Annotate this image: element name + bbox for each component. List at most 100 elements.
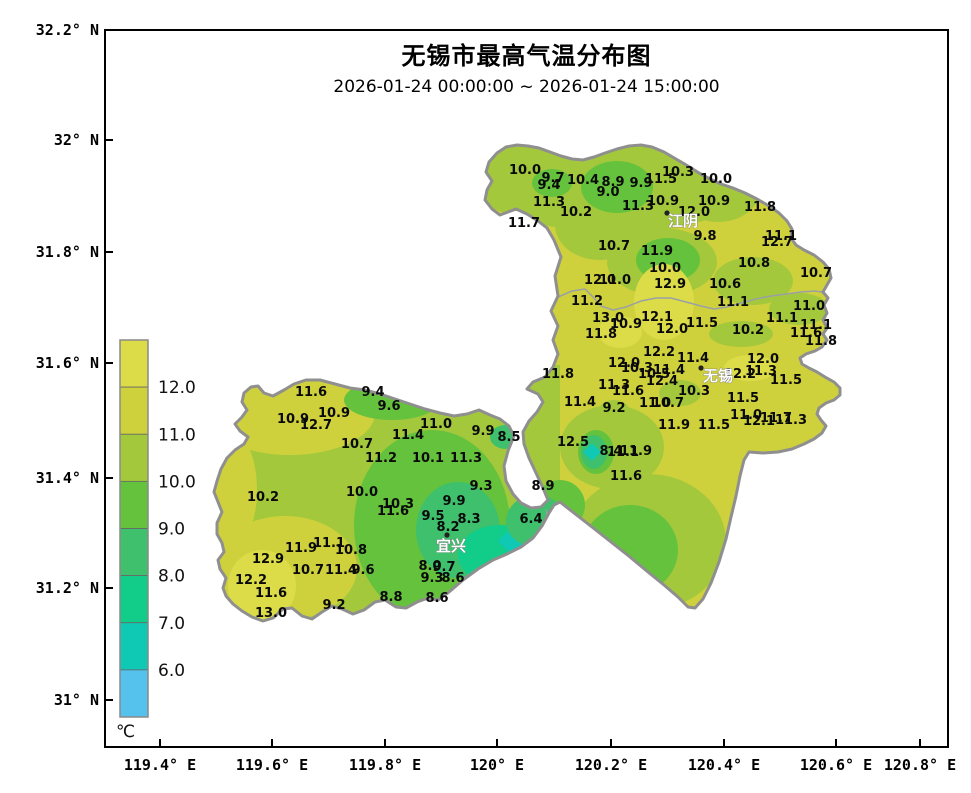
legend-color-segment [119,575,149,624]
station-temp-label: 8.6 [425,591,448,606]
y-tick-label: 32° N [54,131,99,149]
station-temp-label: 11.6 [255,586,287,601]
station-temp-label: 9.6 [351,563,374,578]
station-temp-label: 8.9 [601,175,624,190]
station-temp-label: 11.2 [571,294,603,309]
station-temp-label: 13.0 [255,606,287,621]
y-tick-label: 31.6° N [36,354,99,372]
station-temp-label: 11.8 [744,200,776,215]
station-temp-label: 9.2 [602,401,625,416]
station-temp-label: 11.3 [598,378,630,393]
station-temperature-labels: 10.09.79.4 10.4 8.99.09.911.510.3 10.011.31… [235,163,837,621]
station-temp-label: 11.4 [564,395,596,410]
river-line [557,288,829,311]
legend-color-segment [119,480,149,529]
station-temp-label: 13.0 [592,311,624,326]
legend-unit-label: ℃ [116,722,135,742]
station-temp-label: 8.0 [418,559,441,574]
station-temp-label: 11.9 [641,244,673,259]
legend-color-segment [119,622,149,671]
station-temp-label: 12.4 [646,374,678,389]
station-temp-label: 10.2 [560,205,592,220]
x-tick-label: 119.6° E [236,756,308,774]
station-temp-label: 10.1 [412,451,444,466]
x-tick-label: 120.6° E [800,756,872,774]
station-temp-label: 11.3 [450,451,482,466]
y-tick-label: 31° N [54,691,99,709]
station-temp-label: 10.2 [732,323,764,338]
station-temp-label: 10.8 [738,256,770,271]
station-temp-label: 11.3 [775,413,807,428]
station-temp-label: 11.1 [607,445,639,460]
station-temp-label: 12.1 [641,310,673,325]
station-temp-label: 8.2 [436,520,459,535]
station-temp-label: 8.9 [531,479,554,494]
station-temp-label: 10.3 [382,497,414,512]
plot-frame [104,29,949,748]
station-temp-label: 11.1 [717,295,749,310]
station-temp-label: 11.5 [645,172,677,187]
station-temp-label: 11.5 [686,316,718,331]
station-temp-label: 10.6 [709,277,741,292]
station-temp-label: 9.4 [361,385,384,400]
station-temp-label: 12.0 [747,352,779,367]
station-temp-label: 11.1 [765,229,797,244]
legend-color-segment [119,669,149,718]
station-temp-label: 12.0 [608,356,640,371]
station-temp-label: 12.2 [724,367,756,382]
legend-value-label: 10.0 [158,472,196,492]
station-temp-label: 11.4 [392,428,424,443]
station-temp-label: 11.8 [542,367,574,382]
station-temp-label: 11.6 [610,469,642,484]
station-temp-label: 8.6 [441,571,464,586]
station-temp-label: 11.0 [793,299,825,314]
x-tick-label: 120° E [470,756,524,774]
station-temp-label: 10.9 [277,412,309,427]
legend-value-label: 6.0 [158,661,185,681]
region-boundary [212,143,842,623]
y-tick-label: 32.2° N [36,21,99,39]
station-temp-label: 10.7 [292,563,324,578]
station-temp-label: 9.7 [541,171,564,186]
station-temp-label: 11.9 [620,444,652,459]
station-temp-label: 11.0 [599,273,631,288]
station-temp-label: 12.9 [654,277,686,292]
station-temp-label: 12.0 [584,273,616,288]
station-temp-label: 11.1 [800,318,832,333]
station-temp-label: 11.0 [639,396,671,411]
legend-value-label: 7.0 [158,614,185,634]
station-temp-label: 10.9 [698,194,730,209]
station-temp-label: 11.5 [727,391,759,406]
station-temp-label: 11.6 [377,504,409,519]
station-temp-label: 10.8 [335,543,367,558]
station-temp-label: 10.5 [638,367,670,382]
y-tick-label: 31.4° N [36,469,99,487]
station-temp-label: 9.5 [421,509,444,524]
station-temp-label: 11.0 [420,417,452,432]
station-temp-label: 9.0 [596,185,619,200]
station-temp-label: 10.0 [346,485,378,500]
station-temp-label: 11.4 [653,363,685,378]
station-temp-label: 11.6 [612,384,644,399]
station-temp-label: 11.8 [585,327,617,342]
x-tick-label: 119.4° E [124,756,196,774]
city-dot [664,210,670,216]
legend-value-label: 12.0 [158,378,196,398]
station-temp-label: 11.4 [325,563,357,578]
legend-color-segment [119,528,149,577]
station-temp-label: 12.7 [300,418,332,433]
station-temp-label: 11.6 [295,385,327,400]
city-label: 无锡 [702,367,733,385]
legend-color-segment [119,386,149,435]
station-temp-label: 10.7 [800,266,832,281]
station-temp-label: 11.3 [745,364,777,379]
x-tick-label: 119.8° E [349,756,421,774]
station-temp-label: 10.7 [598,239,630,254]
station-temp-label: 6.4 [519,512,542,527]
station-temp-label: 9.2 [322,598,345,613]
station-temp-label: 9.3 [420,571,443,586]
station-temp-label: 11.3 [533,195,565,210]
